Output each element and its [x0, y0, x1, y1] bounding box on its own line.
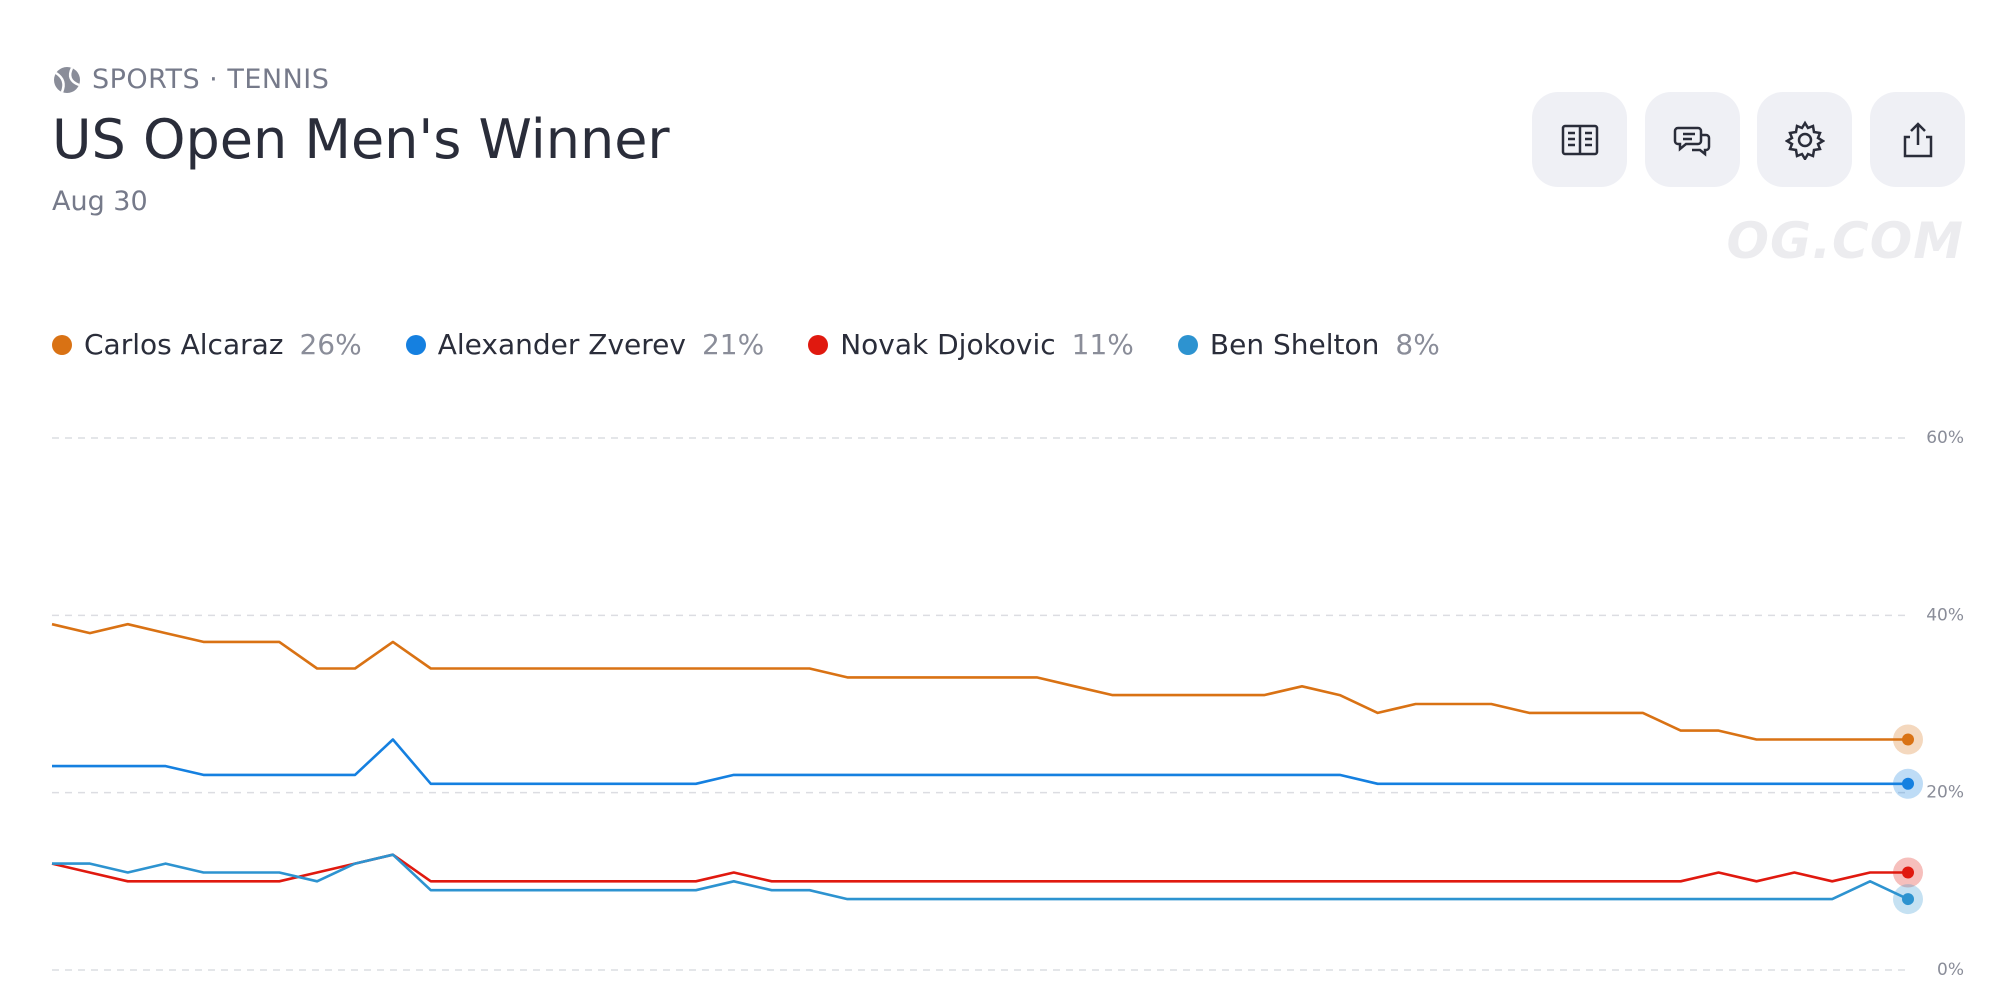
end-dot — [1902, 777, 1914, 790]
y-tick-label: 40% — [1926, 605, 1964, 625]
legend-name: Carlos Alcaraz — [84, 328, 284, 361]
settings-button[interactable] — [1757, 92, 1852, 187]
y-tick-label: 60% — [1926, 428, 1964, 448]
legend-value: 8% — [1395, 328, 1440, 361]
legend-name: Alexander Zverev — [437, 328, 686, 361]
legend-value: 26% — [299, 328, 362, 361]
series-line — [52, 853, 1909, 901]
y-tick-label: 0% — [1937, 960, 1964, 980]
end-dot — [1902, 733, 1914, 746]
title: US Open Men's Winner — [52, 108, 670, 171]
legend-name: Novak Djokovic — [840, 328, 1056, 361]
comments-button[interactable] — [1645, 92, 1740, 187]
legend-swatch — [405, 334, 426, 355]
legend: Carlos Alcaraz 26% Alexander Zverev 21% Nova… — [52, 328, 1440, 361]
legend-item: Novak Djokovic 11% — [808, 328, 1134, 361]
legend-value: 21% — [701, 328, 765, 361]
date: Aug 30 — [52, 186, 148, 217]
share-button[interactable] — [1870, 92, 1965, 187]
end-dot — [1902, 893, 1914, 906]
category-label: SPORTS · TENNIS — [92, 64, 330, 95]
legend-value: 11% — [1071, 328, 1134, 361]
series-line — [51, 853, 1908, 883]
rules-button[interactable] — [1532, 92, 1627, 187]
legend-item: Alexander Zverev 21% — [405, 328, 765, 361]
legend-swatch — [1177, 334, 1198, 355]
end-dot — [1902, 866, 1914, 879]
tennis-icon — [54, 66, 80, 93]
series-line — [51, 622, 1908, 741]
legend-swatch — [52, 334, 72, 355]
legend-swatch — [808, 334, 829, 355]
category: SPORTS · TENNIS — [52, 64, 329, 95]
watermark: OG.COM — [1726, 212, 1964, 270]
legend-item: Carlos Alcaraz 26% — [52, 328, 362, 361]
series-line — [52, 738, 1908, 786]
y-tick-label: 20% — [1926, 783, 1964, 803]
legend-item: Ben Shelton 8% — [1177, 328, 1440, 361]
legend-name: Ben Shelton — [1209, 328, 1380, 361]
